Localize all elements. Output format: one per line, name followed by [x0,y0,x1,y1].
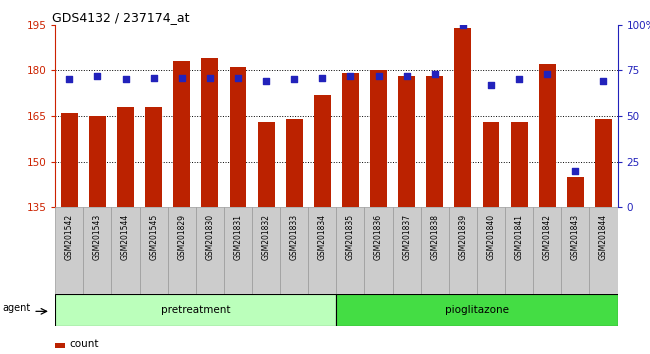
Text: GSM201844: GSM201844 [599,214,608,260]
Bar [482,122,499,207]
Point [542,71,552,77]
Text: GSM201841: GSM201841 [515,214,524,260]
Bar [426,76,443,207]
Bar [145,107,162,207]
Text: GSM201840: GSM201840 [486,214,495,260]
Bar [112,207,140,294]
Text: GSM201543: GSM201543 [93,214,102,260]
Bar [224,207,252,294]
Point [261,79,271,84]
Bar [421,207,448,294]
Text: GSM201836: GSM201836 [374,214,383,260]
Point [430,71,440,77]
Bar [83,207,112,294]
Bar [539,64,556,207]
Point [317,75,328,80]
Bar [61,113,78,207]
Text: GSM201843: GSM201843 [571,214,580,260]
Bar [202,58,218,207]
Text: GDS4132 / 237174_at: GDS4132 / 237174_at [53,11,190,24]
Text: GSM201829: GSM201829 [177,214,187,260]
Point [345,73,356,79]
Bar [55,294,337,326]
Bar [89,116,106,207]
Bar [308,207,337,294]
Bar [257,122,274,207]
Text: GSM201842: GSM201842 [543,214,552,260]
Bar [561,207,590,294]
Point [458,22,468,28]
Bar [370,70,387,207]
Bar [505,207,533,294]
Point [598,79,608,84]
Bar [314,95,331,207]
Bar [196,207,224,294]
Point [486,82,496,88]
Bar [454,28,471,207]
Text: pioglitazone: pioglitazone [445,305,509,315]
Text: pretreatment: pretreatment [161,305,231,315]
Bar [595,119,612,207]
Bar [337,207,365,294]
Bar [533,207,561,294]
Text: GSM201830: GSM201830 [205,214,214,260]
Text: agent: agent [3,303,31,313]
Bar [337,294,618,326]
Text: GSM201834: GSM201834 [318,214,327,260]
Bar [286,119,303,207]
Text: GSM201545: GSM201545 [149,214,158,260]
Bar [229,67,246,207]
Text: GSM201838: GSM201838 [430,214,439,260]
Point [570,168,580,173]
Bar [342,73,359,207]
Bar [140,207,168,294]
Bar [398,76,415,207]
Bar [449,207,477,294]
Bar [252,207,280,294]
Point [373,73,384,79]
Point [402,73,412,79]
Text: GSM201544: GSM201544 [121,214,130,260]
Text: GSM201833: GSM201833 [290,214,299,260]
Point [92,73,103,79]
Point [233,75,243,80]
Text: GSM201542: GSM201542 [65,214,74,260]
Text: GSM201831: GSM201831 [233,214,242,260]
Bar [55,343,66,348]
Point [64,76,75,82]
Point [177,75,187,80]
Text: GSM201837: GSM201837 [402,214,411,260]
Bar [174,61,190,207]
Bar [393,207,421,294]
Bar [365,207,393,294]
Point [289,76,300,82]
Text: GSM201839: GSM201839 [458,214,467,260]
Text: GSM201832: GSM201832 [261,214,270,260]
Text: GSM201835: GSM201835 [346,214,355,260]
Bar [567,177,584,207]
Point [148,75,159,80]
Point [120,76,131,82]
Point [205,75,215,80]
Bar [477,207,505,294]
Bar [117,107,134,207]
Point [514,76,525,82]
Text: count: count [70,338,99,349]
Bar [511,122,528,207]
Bar [590,207,618,294]
Bar [55,207,83,294]
Bar [280,207,308,294]
Bar [168,207,196,294]
